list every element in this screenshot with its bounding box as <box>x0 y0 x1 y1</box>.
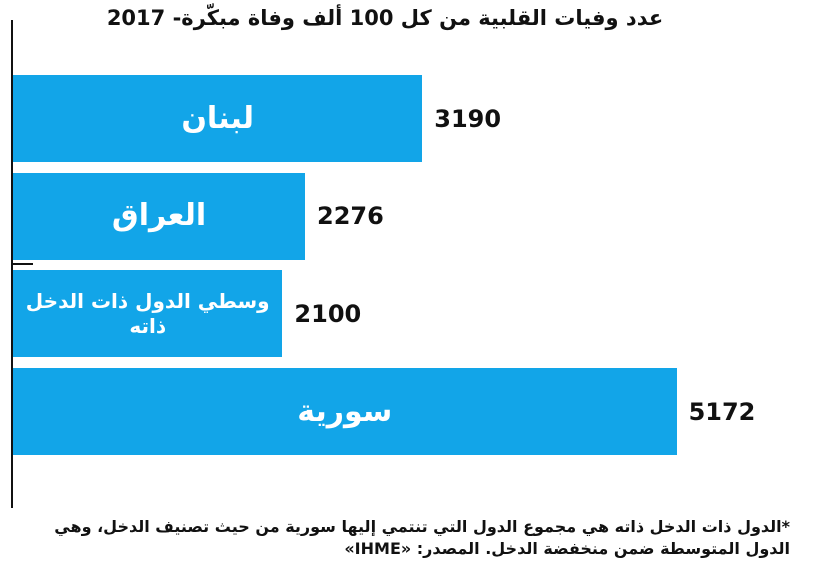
bar-label: لبنان <box>181 100 254 136</box>
value-label: 2276 <box>317 202 384 231</box>
bar-label: العراق <box>111 198 207 234</box>
value-label: 2100 <box>294 299 362 328</box>
chart-title: عدد وفيات القلبية من كل 100 ألف وفاة مبك… <box>106 6 664 30</box>
bar-label: وسطي الدول ذات الدخل ذاته <box>25 288 270 338</box>
footnote: *الدول ذات الدخل ذاته هي مجموع الدول الت… <box>54 517 790 559</box>
value-label: 3190 <box>434 104 502 133</box>
value-label: 5172 <box>688 397 756 426</box>
bar <box>13 75 423 162</box>
bar <box>13 368 677 456</box>
bar-label: سورية <box>297 393 393 429</box>
bar <box>13 172 305 260</box>
bar <box>13 270 283 358</box>
axis-tick <box>11 263 33 265</box>
